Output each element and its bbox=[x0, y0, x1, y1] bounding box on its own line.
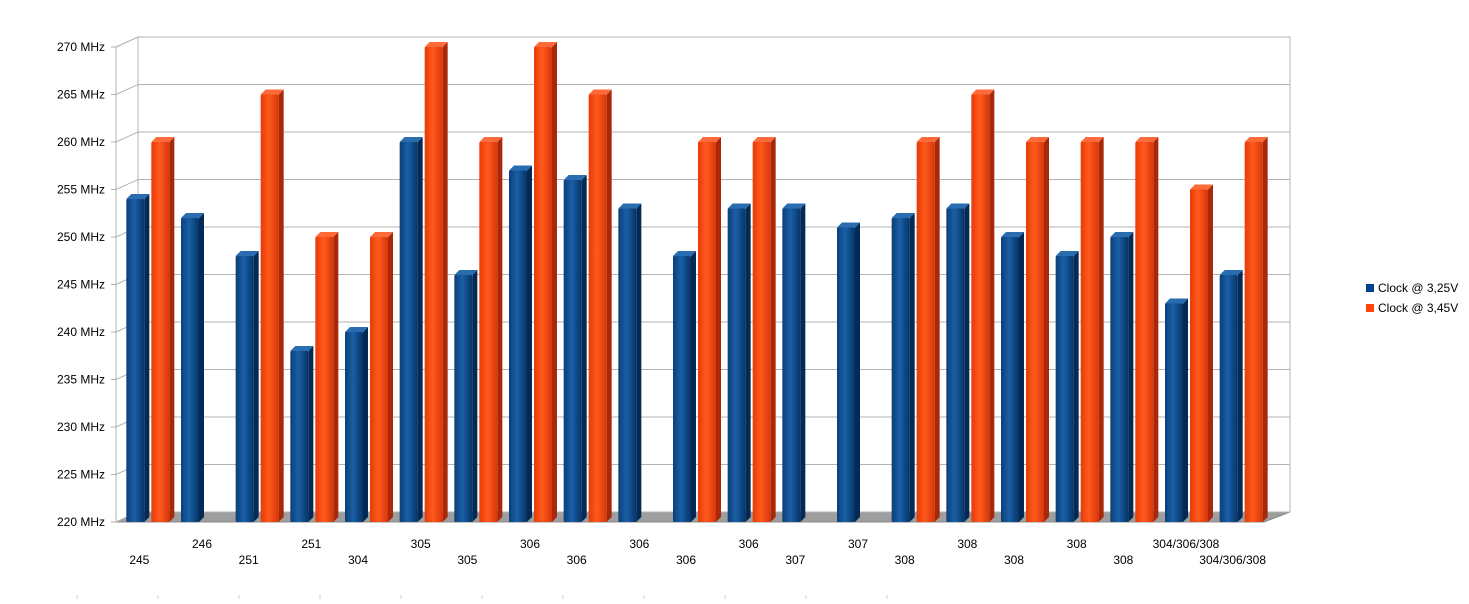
legend-swatch-series-2 bbox=[1366, 304, 1374, 312]
bar-series-1-category-15 bbox=[891, 213, 915, 522]
y-tick-label: 220 MHz bbox=[57, 515, 105, 529]
bar-series-1-category-5 bbox=[345, 327, 368, 522]
bar-series-1-category-20 bbox=[1165, 298, 1188, 522]
bar-series-1-category-2 bbox=[181, 213, 204, 522]
legend-label-series-2: Clock @ 3,45V bbox=[1378, 301, 1459, 315]
y-tick-label: 260 MHz bbox=[57, 135, 105, 149]
bars-layer bbox=[126, 42, 1268, 522]
y-tick-label: 240 MHz bbox=[57, 325, 105, 339]
x-tick-label: 304 bbox=[348, 553, 368, 567]
y-tick-label: 255 MHz bbox=[57, 183, 105, 197]
x-tick-label: 251 bbox=[301, 537, 321, 551]
bar-series-1-category-14 bbox=[837, 222, 860, 522]
bar-series-2-category-20 bbox=[1190, 184, 1213, 522]
bar-series-1-category-4 bbox=[290, 346, 314, 522]
bar-series-2-category-7 bbox=[479, 137, 503, 522]
bar-series-1-category-9 bbox=[563, 175, 587, 522]
x-tick-label: 306 bbox=[739, 537, 759, 551]
bar-series-1-category-7 bbox=[454, 270, 478, 522]
bar-series-1-category-1 bbox=[126, 194, 150, 522]
bar-series-1-category-17 bbox=[1001, 232, 1024, 522]
y-tick-label: 265 MHz bbox=[57, 88, 105, 102]
gridline bbox=[115, 131, 1290, 143]
x-tick-label: 308 bbox=[895, 553, 915, 567]
bar-series-2-category-12 bbox=[752, 137, 776, 522]
bar-series-2-category-21 bbox=[1244, 137, 1268, 522]
legend-swatch-series-1 bbox=[1366, 284, 1374, 292]
bar-series-2-category-8 bbox=[534, 42, 557, 522]
bar-series-1-category-11 bbox=[673, 251, 696, 522]
bar-series-1-category-8 bbox=[509, 165, 532, 522]
x-tick-label: 251 bbox=[239, 553, 259, 567]
x-tick-label: 306 bbox=[520, 537, 540, 551]
legend-label-series-1: Clock @ 3,25V bbox=[1378, 281, 1459, 295]
bar-series-2-category-4 bbox=[315, 232, 339, 522]
bar-series-2-category-11 bbox=[698, 137, 721, 522]
x-tick-label: 306 bbox=[629, 537, 649, 551]
bar-series-2-category-16 bbox=[971, 89, 995, 522]
x-tick-label: 305 bbox=[457, 553, 477, 567]
x-tick-label: 308 bbox=[1113, 553, 1133, 567]
x-tick-label: 306 bbox=[676, 553, 696, 567]
bar-series-2-category-19 bbox=[1135, 137, 1159, 522]
x-tick-label: 305 bbox=[411, 537, 431, 551]
bar-series-1-category-3 bbox=[235, 251, 259, 522]
bar-series-2-category-5 bbox=[370, 232, 393, 522]
bar-series-1-category-10 bbox=[618, 203, 642, 522]
y-tick-label: 230 MHz bbox=[57, 420, 105, 434]
gridline bbox=[115, 36, 1290, 48]
x-tick-label: 304/306/308 bbox=[1153, 537, 1220, 551]
y-tick-label: 270 MHz bbox=[57, 40, 105, 54]
bar-series-1-category-6 bbox=[399, 137, 423, 522]
x-tick-label: 246 bbox=[192, 537, 212, 551]
bar-series-1-category-13 bbox=[782, 203, 806, 522]
bar-series-1-category-21 bbox=[1219, 270, 1243, 522]
bar-series-2-category-3 bbox=[260, 89, 284, 522]
bar-series-2-category-15 bbox=[916, 137, 940, 522]
bar-series-2-category-17 bbox=[1026, 137, 1049, 522]
bar-series-2-category-9 bbox=[588, 89, 612, 522]
legend-item-series-1: Clock @ 3,25V bbox=[1366, 278, 1458, 298]
x-tick-label: 307 bbox=[785, 553, 805, 567]
bar-series-1-category-18 bbox=[1055, 251, 1079, 522]
gridline bbox=[115, 84, 1290, 95]
legend-item-series-2: Clock @ 3,45V bbox=[1366, 298, 1458, 318]
x-tick-label: 306 bbox=[567, 553, 587, 567]
bar-series-1-category-16 bbox=[946, 203, 970, 522]
x-tick-label: 308 bbox=[1067, 537, 1087, 551]
y-tick-label: 250 MHz bbox=[57, 230, 105, 244]
bar-series-2-category-18 bbox=[1080, 137, 1104, 522]
legend: Clock @ 3,25V Clock @ 3,45V bbox=[1366, 278, 1458, 318]
bar-series-1-category-12 bbox=[727, 203, 751, 522]
y-tick-label: 245 MHz bbox=[57, 278, 105, 292]
y-tick-label: 235 MHz bbox=[57, 373, 105, 387]
x-tick-label: 304/306/308 bbox=[1199, 553, 1266, 567]
x-axis-labels: 245 246 251 251 304 305 305 306 306 306 306 306 307 3… bbox=[76, 537, 1266, 599]
bar-series-1-category-19 bbox=[1110, 232, 1134, 522]
gridline bbox=[115, 179, 1290, 190]
x-tick-label: 245 bbox=[129, 553, 149, 567]
x-tick-label: 308 bbox=[957, 537, 977, 551]
x-tick-label: 307 bbox=[848, 537, 868, 551]
bar-series-2-category-6 bbox=[424, 42, 448, 522]
y-tick-label: 225 MHz bbox=[57, 468, 105, 482]
bar-series-2-category-1 bbox=[151, 137, 175, 522]
y-axis: 220 MHz 225 MHz 230 MHz 235 MHz 240 MHz 245 M… bbox=[57, 40, 116, 529]
x-tick-label: 308 bbox=[1004, 553, 1024, 567]
